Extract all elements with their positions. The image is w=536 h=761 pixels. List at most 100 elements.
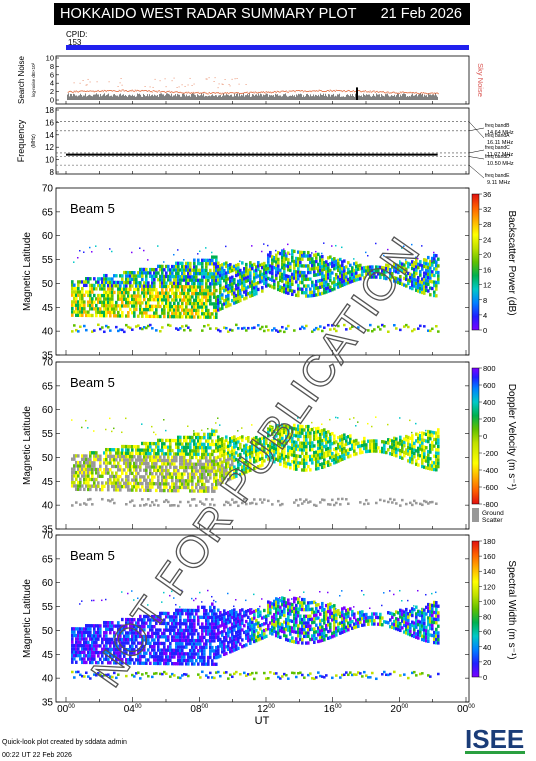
heatmap-cell — [177, 489, 180, 493]
heatmap-cell — [325, 280, 328, 284]
heatmap-cell — [337, 452, 340, 457]
heatmap-cell — [147, 297, 150, 302]
sky-noise-point — [255, 91, 257, 93]
heatmap-cell — [415, 285, 418, 289]
heatmap-cell — [303, 284, 306, 288]
heatmap-cell — [77, 484, 80, 488]
heatmap-cell — [153, 458, 156, 463]
heatmap-cell — [117, 647, 120, 652]
heatmap-cell — [355, 271, 358, 275]
heatmap-cell — [201, 329, 204, 332]
heatmap-cell — [133, 628, 136, 632]
heatmap-cell — [87, 464, 90, 468]
heatmap-cell — [135, 287, 138, 292]
heatmap-cell — [201, 482, 204, 487]
heatmap-cell — [77, 283, 80, 287]
sky-noise-point — [245, 84, 247, 85]
heatmap-cell — [111, 280, 114, 285]
heatmap-cell — [201, 476, 204, 480]
heatmap-cell — [197, 452, 200, 456]
sky-noise-point — [110, 90, 112, 91]
heatmap-cell — [367, 329, 370, 332]
heatmap-cell — [153, 277, 156, 282]
sky-noise-point — [119, 90, 121, 92]
heatmap-cell — [413, 328, 416, 331]
heatmap-cell — [153, 288, 156, 292]
heatmap-cell — [125, 634, 128, 638]
sky-noise-point — [430, 92, 432, 94]
sky-noise-point — [278, 91, 280, 93]
heatmap-cell — [129, 454, 132, 459]
heatmap-cell — [255, 265, 258, 269]
heatmap-cell — [371, 265, 374, 269]
heatmap-cell — [151, 308, 154, 312]
heatmap-cell — [105, 280, 108, 284]
heatmap-cell — [223, 275, 226, 279]
heatmap-cell — [413, 271, 416, 275]
heatmap-cell — [177, 475, 180, 480]
heatmap-cell — [437, 451, 440, 455]
heatmap-cell — [303, 461, 306, 466]
heatmap-cell — [227, 330, 230, 333]
heatmap-cell — [227, 457, 230, 462]
sky-noise-point — [165, 86, 167, 88]
heatmap-cell — [85, 654, 88, 658]
heatmap-cell — [293, 501, 296, 504]
heatmap-cell — [429, 463, 432, 468]
heatmap-cell — [257, 451, 260, 456]
heatmap-cell — [133, 304, 136, 308]
heatmap-cell — [91, 251, 93, 253]
heatmap-cell — [119, 484, 122, 489]
heatmap-cell — [209, 262, 212, 266]
heatmap-cell — [261, 460, 264, 464]
heatmap-cell — [275, 266, 278, 271]
heatmap-cell — [139, 304, 142, 308]
heatmap-cell — [317, 436, 320, 441]
heatmap-cell — [287, 281, 290, 285]
heatmap-cell — [93, 467, 96, 472]
heatmap-cell — [117, 484, 120, 489]
heatmap-cell — [303, 438, 306, 442]
heatmap-cell — [309, 438, 312, 442]
heatmap-cell — [293, 450, 296, 454]
heatmap-cell — [135, 297, 138, 302]
heatmap-cell — [281, 251, 283, 254]
heatmap-cell — [253, 436, 256, 441]
heatmap-cell — [233, 435, 236, 439]
heatmap-cell — [307, 441, 310, 445]
heatmap-cell — [295, 434, 298, 438]
heatmap-cell — [413, 284, 416, 288]
heatmap-cell — [105, 630, 108, 635]
heatmap-cell — [209, 302, 212, 306]
heatmap-cell — [261, 286, 264, 290]
heatmap-cell — [345, 328, 348, 331]
heatmap-cell — [273, 456, 276, 461]
heatmap-cell — [283, 290, 286, 294]
heatmap-cell — [301, 502, 304, 505]
heatmap-cell — [299, 448, 302, 452]
heatmap-cell — [165, 429, 167, 432]
heatmap-cell — [211, 302, 214, 306]
heatmap-cell — [287, 261, 290, 265]
heatmap-cell — [225, 326, 228, 330]
heatmap-cell — [275, 457, 278, 461]
heatmap-cell — [175, 274, 178, 279]
heatmap-cell — [249, 281, 252, 285]
heatmap-cell — [241, 458, 244, 462]
heatmap-cell — [129, 638, 132, 642]
heatmap-cell — [213, 456, 216, 460]
heatmap-cell — [125, 277, 128, 281]
heatmap-cell — [279, 285, 282, 289]
heatmap-cell — [315, 266, 318, 270]
heatmap-cell — [109, 417, 111, 420]
heatmap-cell — [253, 292, 256, 297]
heatmap-cell — [71, 293, 74, 297]
heatmap-cell — [79, 467, 82, 471]
heatmap-cell — [409, 436, 412, 440]
heatmap-cell — [255, 288, 258, 292]
heatmap-cell — [349, 434, 352, 438]
heatmap-cell — [79, 290, 82, 294]
heatmap-cell — [237, 327, 240, 330]
heatmap-cell — [131, 270, 134, 275]
heatmap-cell — [181, 459, 184, 463]
